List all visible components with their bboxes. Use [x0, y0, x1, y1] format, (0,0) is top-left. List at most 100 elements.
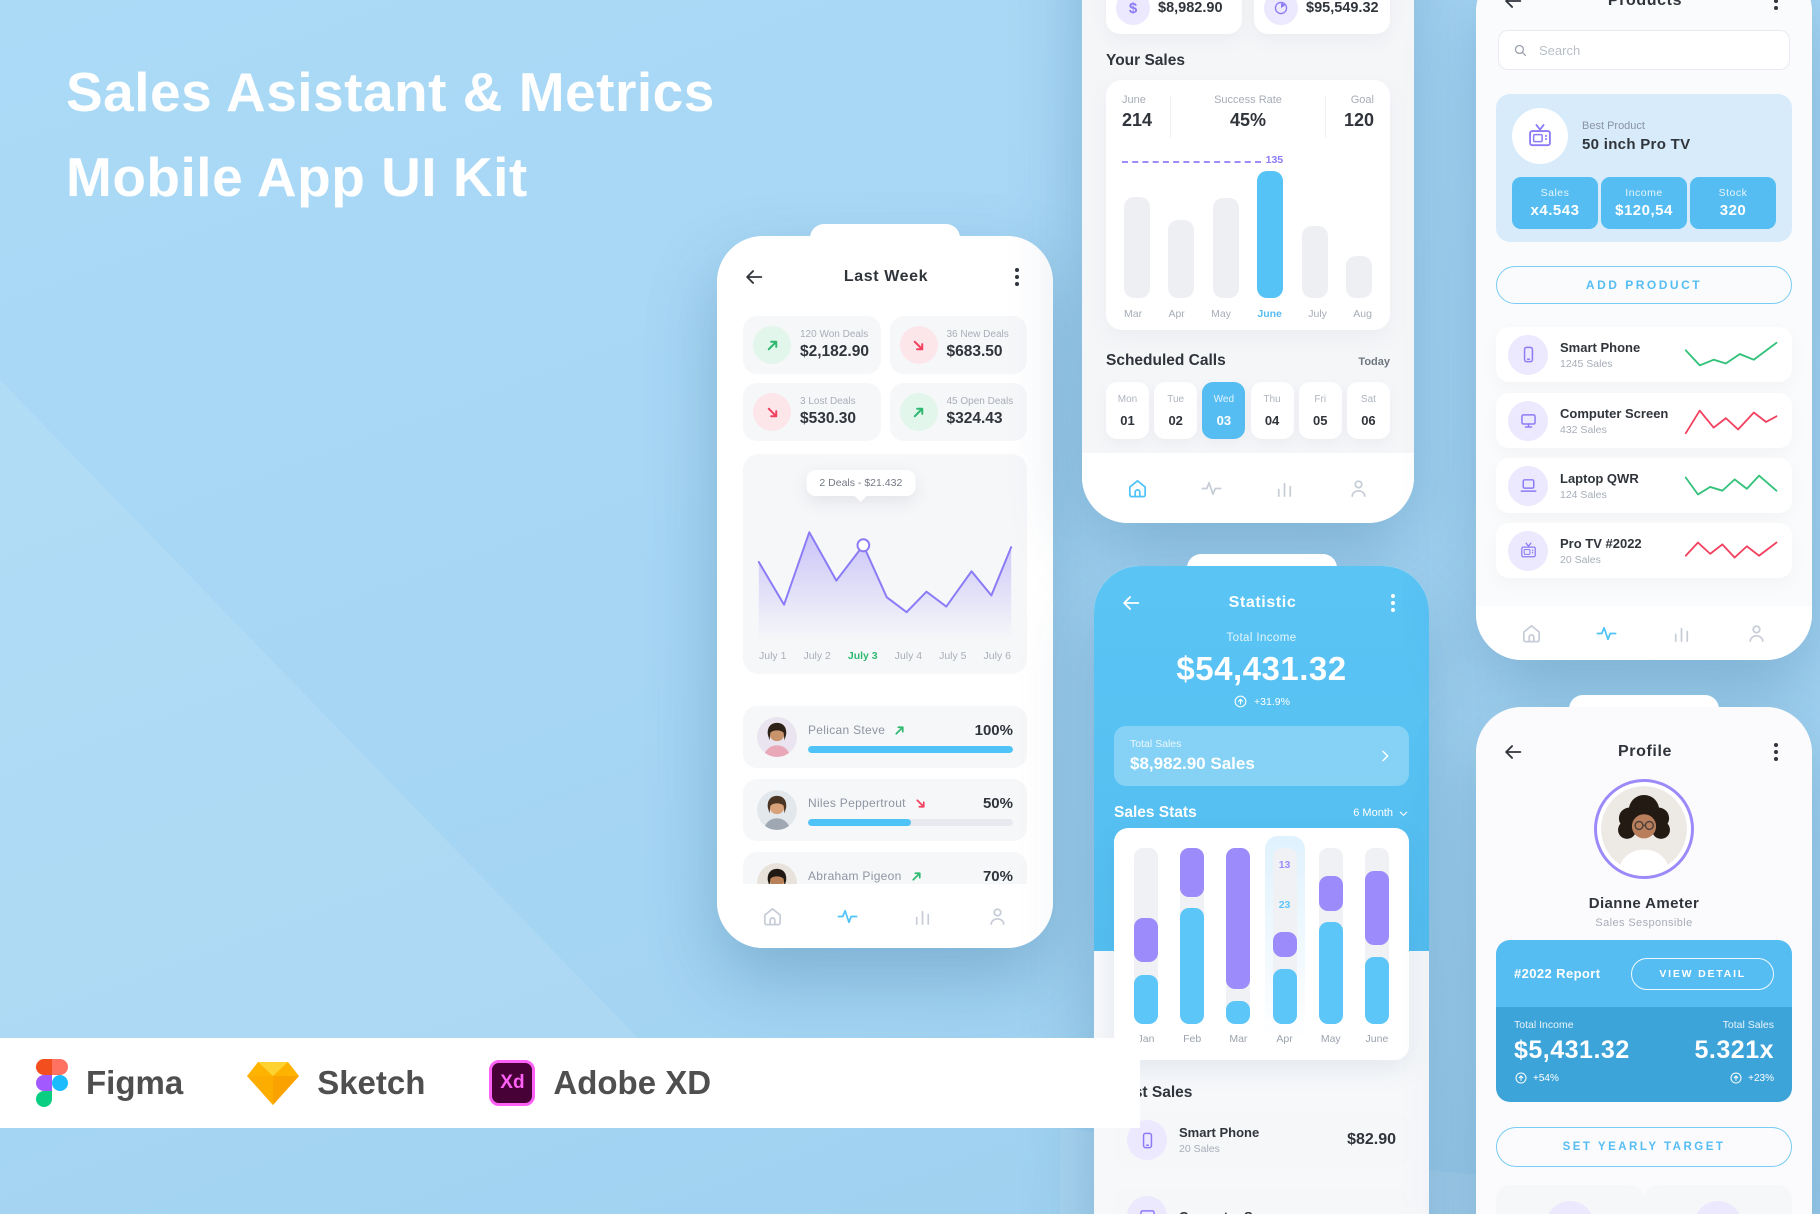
activity-icon[interactable] — [836, 905, 859, 928]
products-header: Products — [1502, 0, 1786, 12]
chart-tooltip: 2 Deals - $21.432 — [806, 470, 916, 496]
back-icon[interactable] — [1120, 592, 1142, 614]
total-sales-card[interactable]: Total Sales $8,982.90 Sales — [1114, 726, 1409, 786]
revenue-stat-card: $95,549.32 — [1254, 0, 1390, 34]
x-label-active[interactable]: July 3 — [847, 650, 878, 662]
phone-sales-home: $ $8,982.90 $95,549.32 Your Sales June 2… — [1082, 0, 1414, 523]
bar-june-active — [1257, 171, 1284, 298]
screen-title: Statistic — [1228, 594, 1297, 611]
home-icon[interactable] — [1126, 477, 1149, 500]
person-row-niles-peppertrout[interactable]: Niles Peppertrout 50% — [743, 779, 1027, 841]
month-label[interactable]: Apr — [1168, 308, 1185, 320]
kebab-menu-icon[interactable] — [1007, 268, 1027, 286]
total-income-block: Total Income $5,431.32 +54% — [1514, 1019, 1630, 1102]
day-chip-wed-active[interactable]: Wed 03 — [1202, 382, 1246, 439]
day-chip-tue[interactable]: Tue 02 — [1154, 382, 1198, 439]
stat-june: June 214 — [1122, 94, 1152, 140]
day-chip-thu[interactable]: Thu 04 — [1250, 382, 1294, 439]
trend-down-icon — [914, 797, 927, 810]
scheduled-calls-row: Scheduled Calls Today — [1106, 352, 1390, 370]
view-detail-button[interactable]: VIEW DETAIL — [1631, 957, 1774, 990]
stats-icon[interactable] — [1273, 477, 1296, 500]
progress-fill — [808, 818, 911, 826]
kebab-menu-icon[interactable] — [1766, 0, 1786, 10]
profile-avatar — [1594, 779, 1694, 879]
person-percent: 70% — [982, 867, 1013, 885]
search-bar[interactable] — [1498, 30, 1790, 70]
month-label: May — [1320, 1033, 1341, 1045]
search-input[interactable] — [1539, 42, 1776, 58]
add-product-button[interactable]: ADD PRODUCT — [1496, 266, 1792, 304]
income-delta: +31.9% — [1094, 694, 1429, 709]
statistic-header: Statistic — [1120, 592, 1403, 614]
product-row-laptop-qwr[interactable]: Laptop QWR 124 Sales — [1496, 458, 1792, 513]
phone-profile: Profile Dianne Ameter Sales Sesponsible … — [1476, 695, 1812, 1214]
best-product-card: Best Product 50 inch Pro TV Sales x4.543 … — [1496, 94, 1792, 242]
x-label[interactable]: July 6 — [983, 650, 1011, 662]
delta-value: +31.9% — [1254, 695, 1290, 708]
product-row-computer-screen[interactable]: Computer Screen 432 Sales — [1496, 393, 1792, 448]
profile-icon[interactable] — [1347, 477, 1370, 500]
day-chip-fri[interactable]: Fri 05 — [1298, 382, 1342, 439]
month-label[interactable]: May — [1211, 308, 1231, 320]
mini-card-right[interactable] — [1644, 1185, 1792, 1214]
activity-icon[interactable] — [1595, 622, 1618, 645]
stats-icon[interactable] — [911, 905, 934, 928]
month-label[interactable]: Aug — [1353, 308, 1372, 320]
back-icon[interactable] — [743, 266, 765, 288]
x-label[interactable]: July 1 — [759, 650, 787, 662]
person-row-pelican-steve[interactable]: Pelican Steve 100% — [743, 706, 1027, 768]
x-label[interactable]: July 4 — [894, 650, 923, 662]
home-icon[interactable] — [761, 905, 784, 928]
tool-adobe-xd: Xd Adobe XD — [489, 1060, 711, 1106]
value-label-purple: 13 — [1278, 858, 1291, 871]
month-label[interactable]: July — [1308, 308, 1327, 320]
total-sales-label: Total Sales — [1130, 738, 1182, 750]
activity-icon[interactable] — [1200, 477, 1223, 500]
stat-goal: Goal 120 — [1344, 94, 1374, 140]
profile-role: Sales Sesponsible — [1595, 917, 1693, 929]
avatar — [757, 790, 797, 830]
set-yearly-target-button[interactable]: SET YEARLY TARGET — [1496, 1127, 1792, 1167]
monthly-bars — [1122, 170, 1374, 298]
profile-icon[interactable] — [986, 905, 1009, 928]
best-sale-row-smart-phone[interactable]: Smart Phone 20 Sales $82.90 — [1114, 1112, 1409, 1168]
product-row-smart-phone[interactable]: Smart Phone 1245 Sales — [1496, 327, 1792, 382]
your-sales-heading: Your Sales — [1106, 52, 1185, 69]
profile-icon[interactable] — [1745, 622, 1768, 645]
back-icon[interactable] — [1502, 0, 1524, 12]
person-percent: 50% — [982, 794, 1013, 812]
laptop-product-icon — [1508, 465, 1548, 506]
circle-up-arrow-icon — [1233, 694, 1248, 709]
total-sales-value: 5.321x — [1694, 1036, 1774, 1064]
bar-may — [1212, 198, 1239, 298]
deal-value: $324.43 — [946, 410, 1003, 427]
month-label[interactable]: Mar — [1124, 308, 1143, 320]
product-row-pro-tv-2022[interactable]: Pro TV #2022 20 Sales — [1496, 523, 1792, 578]
phone-last-week: Last Week 120 Won Deals $2,182.90 36 New… — [717, 224, 1053, 948]
person-name: Pelican Steve — [808, 723, 886, 737]
x-label[interactable]: July 2 — [803, 650, 831, 662]
deal-card-open: 45 Open Deals $324.43 — [889, 383, 1027, 441]
total-income-value: $54,431.32 — [1176, 650, 1347, 687]
stat-value: 120 — [1343, 110, 1374, 130]
bottom-nav — [717, 884, 1053, 948]
product-name: Laptop QWR — [1560, 470, 1639, 486]
period-dropdown[interactable]: 6 Month — [1353, 807, 1409, 819]
best-product-label: Best Product — [1582, 119, 1645, 132]
x-label[interactable]: July 5 — [939, 650, 967, 662]
home-icon[interactable] — [1520, 622, 1543, 645]
sketch-icon — [247, 1062, 300, 1105]
month-label-active[interactable]: June — [1257, 308, 1282, 320]
mini-card-left[interactable] — [1496, 1185, 1644, 1214]
sales-summary-row: June 214 Success Rate 45% Goal 120 — [1122, 94, 1374, 140]
best-sale-row-computer-screen[interactable]: Computer Screen — [1114, 1188, 1409, 1214]
back-icon[interactable] — [1502, 741, 1524, 763]
day-chip-sat[interactable]: Sat 06 — [1346, 382, 1390, 439]
day-chip-mon[interactable]: Mon 01 — [1106, 382, 1149, 439]
stat-value: 214 — [1122, 110, 1153, 130]
stats-icon[interactable] — [1670, 622, 1693, 645]
product-name: Smart Phone — [1560, 339, 1641, 355]
kebab-menu-icon[interactable] — [1766, 743, 1786, 761]
kebab-menu-icon[interactable] — [1383, 594, 1403, 612]
